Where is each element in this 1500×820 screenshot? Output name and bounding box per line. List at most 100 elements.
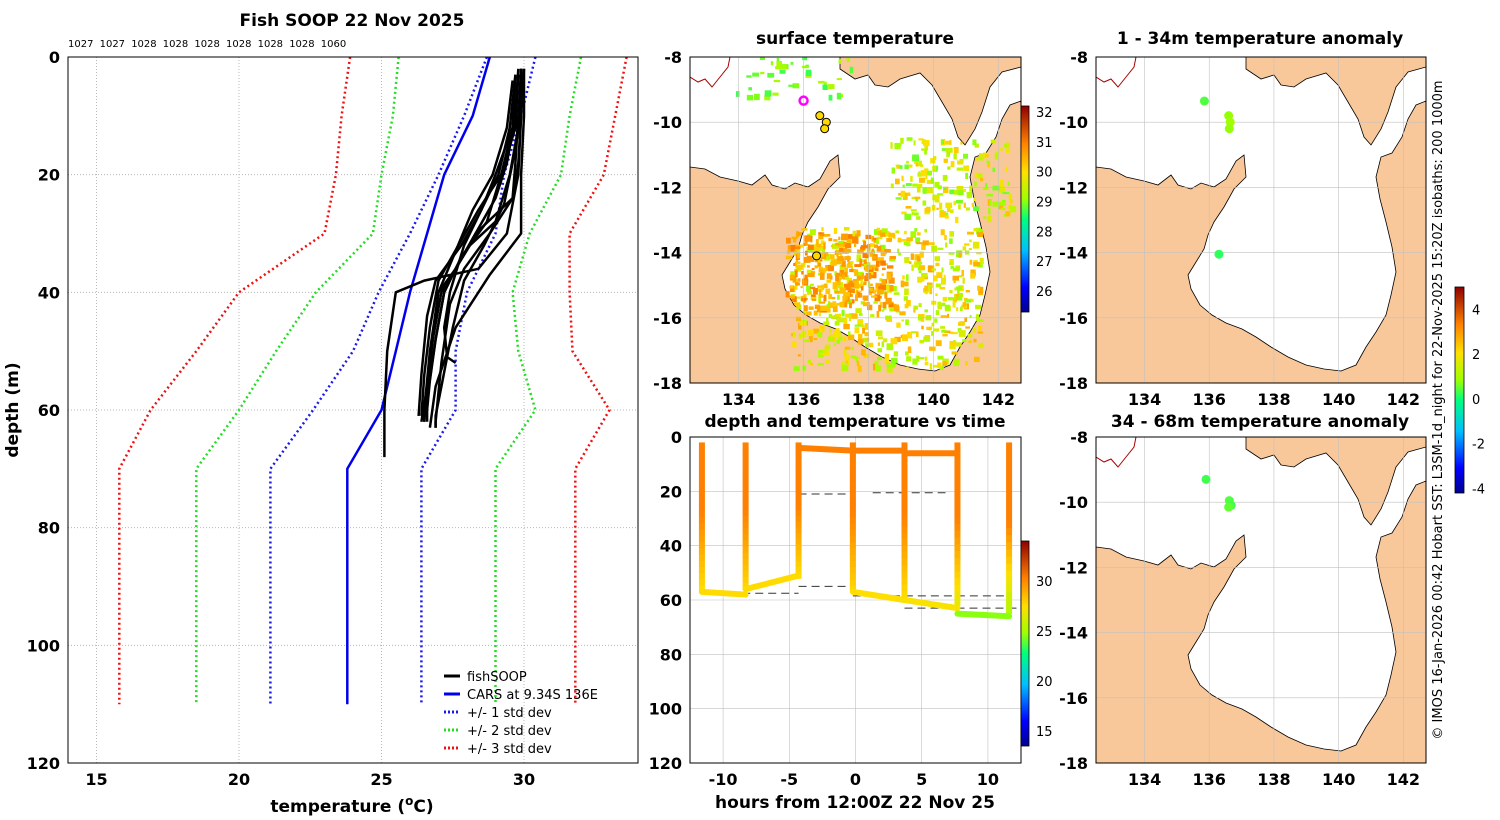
sst-pixel [962, 246, 967, 251]
sst-pixel [956, 186, 964, 191]
sst-pixel [893, 351, 898, 357]
sst-pixel [791, 296, 797, 302]
sst-pixel [801, 271, 804, 275]
sst-pixel [854, 240, 857, 248]
sst-pixel [867, 281, 871, 288]
ts-cast-bar [901, 455, 908, 463]
sst-pixel [935, 310, 940, 315]
sst-pixel [904, 257, 910, 264]
sst-pixel [945, 147, 953, 153]
sst-pixel [929, 346, 936, 351]
ts-cast-bar [742, 576, 749, 584]
ts-cast-bar [901, 513, 908, 521]
sst-pixel [861, 263, 864, 267]
sst-pixel [861, 349, 866, 356]
sst-pixel [876, 311, 880, 318]
ts-cast-bar [742, 546, 749, 553]
anomaly2-y-tick-label: -18 [1059, 754, 1088, 773]
sst-cast-markers [798, 95, 831, 261]
sst-pixel [844, 292, 851, 297]
sst-pixel [866, 264, 873, 270]
sst-pixel [869, 274, 876, 279]
sst-pixel [912, 358, 918, 365]
ts-cast-bar [742, 448, 749, 456]
sst-pixel [920, 170, 927, 177]
sst-pixel [888, 232, 895, 238]
ts-cast-bar [954, 530, 961, 539]
sst-pixel [951, 351, 958, 355]
sst-pixel [975, 304, 982, 310]
sst-pixel [754, 93, 760, 101]
sst-pixel [804, 235, 811, 242]
ts-segment [698, 588, 749, 598]
sst-pixel [916, 256, 921, 262]
ts-cast-bar [742, 491, 749, 498]
sst-pixel [954, 295, 957, 300]
sst-pixel [949, 209, 954, 213]
ts-cast-bar [954, 591, 961, 600]
sst-pixel [797, 354, 801, 357]
sst-pixel [918, 314, 925, 318]
ts-cast-bar [954, 523, 961, 532]
sst-pixel [849, 66, 854, 74]
cars-line [346, 56, 492, 705]
sst-pixel [831, 315, 838, 320]
sst-pixel [954, 293, 960, 301]
anomaly2-x-tick-label: 138 [1257, 770, 1290, 789]
sst-pixel [852, 299, 855, 304]
sst-pixel [810, 362, 814, 365]
ts-cast-bar [849, 529, 856, 537]
sst-pixel [948, 252, 955, 255]
profile-axes-frame [67, 56, 639, 764]
sst-pixel [858, 313, 863, 316]
sst-pixel [793, 237, 797, 243]
sst-pixel [836, 318, 843, 321]
sst-pixel [819, 232, 825, 237]
sst-pixel [860, 246, 866, 251]
ts-cast-bar [795, 487, 802, 494]
sst-pixel [795, 316, 801, 322]
sst-pixel [939, 211, 947, 218]
sst-pixel [846, 58, 850, 62]
ts-cast-bar [901, 487, 908, 495]
sst-pixel [860, 279, 863, 287]
sst-pixel [825, 350, 830, 356]
ts-cast-bar [901, 539, 908, 547]
sst-pixel [824, 344, 831, 350]
sst-pixel [822, 241, 826, 245]
ts-cast-bar [954, 598, 961, 606]
ts-cast-bar [1006, 556, 1013, 565]
ts-cast-bar [849, 535, 856, 543]
sst-pixel [874, 294, 881, 302]
sst-pixel [878, 336, 883, 340]
sst-pixel [957, 296, 963, 301]
sst-pixel [955, 216, 959, 224]
sst-pixel [890, 358, 898, 364]
sst-pixel [855, 294, 858, 302]
sst-pixel [848, 331, 851, 335]
sst-pixel [888, 302, 894, 308]
sst-pixel [859, 258, 862, 262]
sst-pixel [844, 243, 852, 249]
sst-pixel [943, 274, 946, 282]
sst-pixel [933, 275, 938, 282]
ts-cast-bar [795, 561, 802, 568]
sst-pixel [986, 215, 992, 223]
sst-pixel [818, 269, 824, 273]
sst-pixel [944, 235, 947, 241]
sst-pixel [929, 363, 933, 370]
ts-cast-bar [742, 485, 749, 492]
sst-pixel [899, 311, 906, 316]
ts-cast-bar [795, 516, 802, 523]
sst-pixel [860, 301, 866, 305]
sst-pixel [795, 261, 798, 268]
ts-cast-bar [698, 523, 705, 531]
sst-pixel [823, 243, 826, 250]
sst-pixel [947, 297, 955, 301]
sst-pixel [976, 227, 982, 235]
sst-pixel [801, 297, 807, 302]
sst-pixel [961, 269, 964, 277]
ts-x-tick-label: -10 [709, 770, 738, 789]
ts-cast-bar [742, 460, 749, 468]
sst-pixel [849, 288, 856, 294]
